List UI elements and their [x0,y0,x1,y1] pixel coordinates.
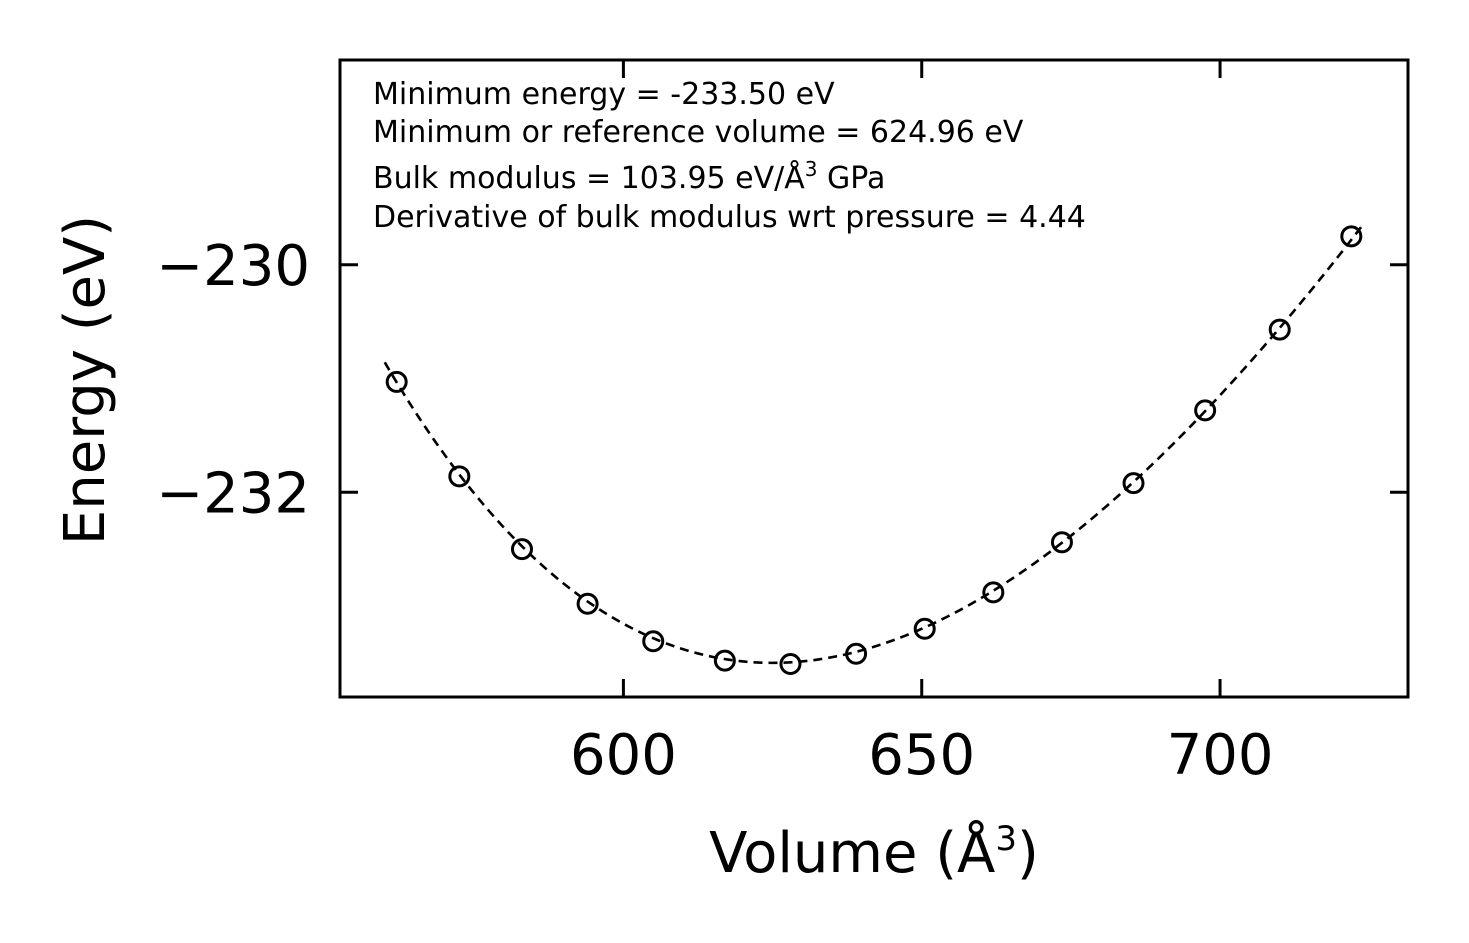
data-point-1 [448,465,471,488]
plot-frame [338,58,1410,699]
data-point-8 [913,617,936,640]
data-point-14 [1340,225,1363,248]
x-tick-label-650: 650 [868,723,975,788]
data-point-7 [845,642,868,665]
y-axis-label: Energy (eV) [53,215,118,545]
data-points [385,225,1363,676]
x-tick-label-700: 700 [1167,723,1274,788]
annotation-bulk-modulus: Bulk modulus = 103.95 eV/Å3 GPa [373,157,885,196]
data-point-3 [576,592,599,615]
annotation-ref-volume: Minimum or reference volume = 624.96 eV [373,115,1024,150]
data-point-12 [1194,399,1217,422]
data-point-5 [713,649,736,672]
y-tick-label-0: −230 [156,234,310,299]
data-point-11 [1122,472,1145,495]
data-point-0 [385,370,408,393]
y-axis-ticks: −230 −232 [156,234,1408,526]
x-axis-ticks: 600 650 700 [570,60,1274,788]
data-point-2 [510,538,533,561]
annotation-bulk-modulus-derivative: Derivative of bulk modulus wrt pressure … [373,200,1086,235]
data-point-6 [779,653,802,676]
x-tick-label-600: 600 [570,723,677,788]
y-tick-label-1: −232 [156,461,310,526]
data-point-10 [1050,531,1073,554]
data-point-9 [982,581,1005,604]
annotation-min-energy: Minimum energy = -233.50 eV [373,77,835,112]
x-axis-label: Volume (Å3) [709,819,1039,886]
data-point-4 [642,630,665,653]
data-point-13 [1268,318,1291,341]
fit-curve [383,223,1365,665]
